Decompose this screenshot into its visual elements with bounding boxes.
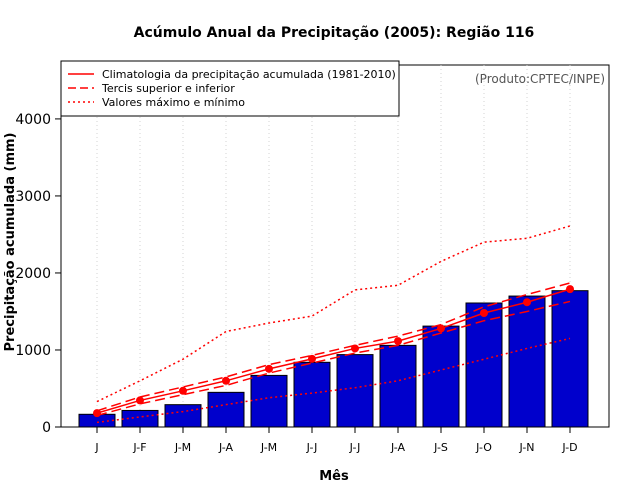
x-tick-label: J-J [306, 441, 318, 454]
y-tick-label: 3000 [15, 189, 51, 205]
bar-7 [336, 354, 374, 428]
series-line-1 [96, 288, 571, 414]
climatology-point [394, 337, 402, 346]
series-line-3 [96, 300, 571, 417]
y-tick-label: 0 [42, 420, 51, 436]
legend-label-climatology: Climatologia da precipitação acumulada (… [102, 68, 396, 81]
bar-9 [422, 325, 460, 428]
climatology-point [351, 344, 359, 353]
bar-8 [379, 344, 417, 428]
line-series [96, 225, 571, 424]
x-tick-label: J-A [390, 441, 406, 454]
x-tick-label: J-M [260, 441, 277, 454]
climatology-point [437, 324, 445, 333]
climatology-point [93, 409, 101, 418]
x-tick-label: J-J [349, 441, 361, 454]
x-tick-label: J-S [433, 441, 448, 454]
climatology-point [265, 364, 273, 373]
x-tick-label: J-A [218, 441, 234, 454]
bar-series [78, 290, 589, 428]
climatology-point [308, 354, 316, 363]
bar-12 [551, 290, 589, 428]
legend-label-terciles: Tercis superior e inferior [101, 82, 235, 95]
climatology-point [566, 285, 574, 294]
bar-11 [508, 295, 546, 428]
x-tick-label: J-F [132, 441, 146, 454]
bar-4 [207, 391, 245, 428]
legend: Climatologia da precipitação acumulada (… [60, 60, 400, 117]
x-tick-label: J [94, 441, 98, 454]
legend-box [60, 60, 400, 117]
x-axis-label: Mês [319, 469, 349, 484]
x-tick-label: J-O [475, 441, 492, 454]
climatology-point [179, 386, 187, 395]
y-axis-label: Precipitação acumulada (mm) [3, 133, 18, 352]
x-axis-ticks: J J-F J-M J-A J-M J-J J-J J-A J-S J-O J-N J-D [94, 427, 578, 454]
series-line-2 [96, 282, 571, 412]
climatology-point [136, 396, 144, 405]
chart-title: Acúmulo Anual da Precipitação (2005): Re… [134, 25, 535, 41]
bar-3 [164, 404, 202, 428]
y-tick-label: 1000 [15, 343, 51, 359]
y-tick-label: 2000 [15, 266, 51, 282]
grid-lines [96, 65, 571, 427]
climatology-points [93, 285, 574, 418]
y-axis-ticks: 0 1000 2000 3000 4000 [15, 112, 61, 436]
x-tick-label: J-M [174, 441, 191, 454]
x-tick-label: J-N [518, 441, 534, 454]
bar-6 [293, 361, 331, 428]
series-line-4 [96, 225, 571, 403]
credit-label: (Produto:CPTEC/INPE) [475, 72, 605, 86]
climatology-point [480, 309, 488, 318]
bar-10 [465, 302, 503, 428]
y-tick-label: 4000 [15, 112, 51, 128]
bar-5 [250, 374, 288, 428]
climatology-point [222, 376, 230, 385]
climatology-point [523, 298, 531, 307]
x-tick-label: J-D [561, 441, 577, 454]
legend-label-extremes: Valores máximo e mínimo [102, 96, 245, 109]
